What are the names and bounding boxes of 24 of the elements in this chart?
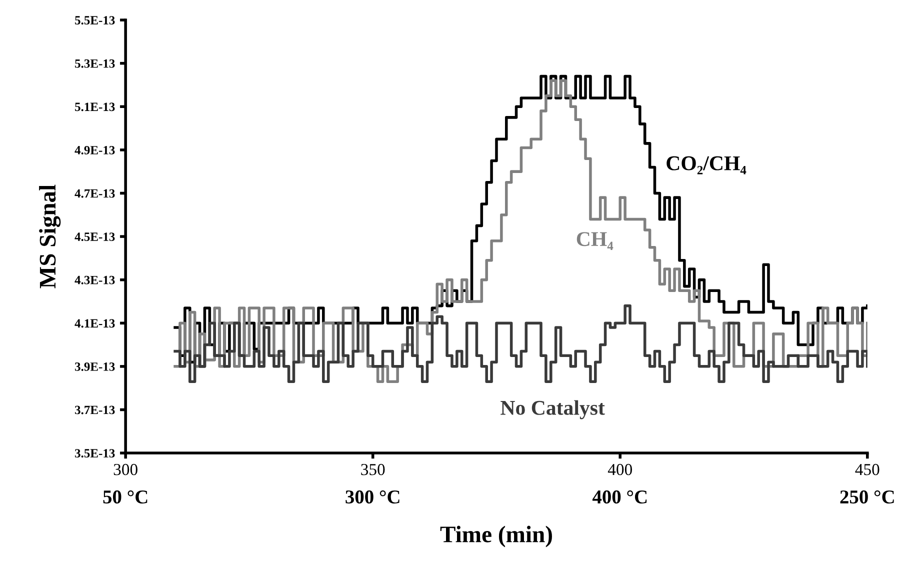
series-label: No Catalyst [500,400,605,420]
y-tick-label: 3.5E-13 [75,449,115,458]
y-tick-label: 4.7E-13 [74,189,115,198]
text: 300 °C [346,490,400,504]
x-axis-title: Time (min) [440,526,552,548]
y-tick-label: 4.5E-13 [74,232,115,242]
y-tick-label: 5.1E-13 [75,102,115,112]
x-tick-label: 350 [361,464,385,476]
y-tick-label: 4.3E-13 [74,276,115,284]
x-tick-label: 400 [608,464,632,476]
y-tick-label: 3.9E-13 [75,362,115,371]
text: 400 °C [592,490,647,504]
text: 250 °C [840,490,894,504]
x-tick-label: 450 [855,464,880,476]
series-label: CH₄ [576,232,614,250]
y-tick-label: 5.5E-13 [75,16,115,25]
y-tick-label: 3.7E-13 [75,406,115,414]
y-axis-title: MS Signal [39,184,61,288]
y-tick-label: 4.9E-13 [74,146,115,154]
text: 50 °C [103,490,148,504]
y-tick-label: 5.3E-13 [75,59,115,68]
y-tick-label: 4.1E-13 [74,319,115,328]
x-tick-label: 300 [114,464,138,476]
series-label: CO₂/CH₄ [666,156,746,174]
